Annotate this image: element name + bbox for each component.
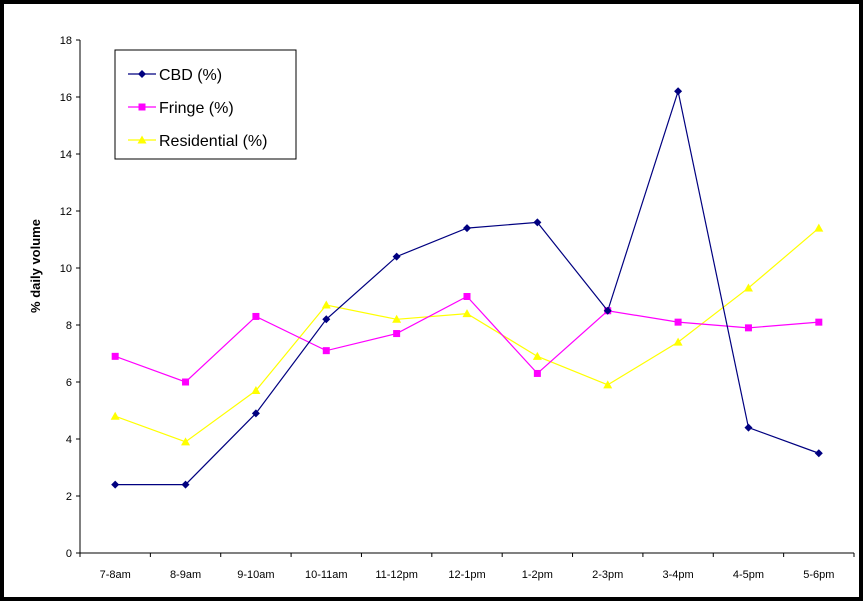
legend-marker-cbd (138, 70, 146, 78)
x-tick-label: 5-6pm (803, 569, 834, 581)
series-cbd (111, 87, 823, 489)
data-point-fringe (393, 330, 401, 338)
data-point-fringe (322, 347, 330, 355)
x-tick-label: 1-2pm (522, 569, 553, 581)
series-fringe (111, 293, 823, 386)
line-chart: 0 2 4 6 8 10 12 14 16 18 7-8am 8-9am 9-10am 10-11am 1… (28, 35, 855, 581)
series-layer (110, 87, 824, 489)
series-residential (110, 223, 824, 446)
y-tick-label: 8 (66, 320, 72, 332)
legend-item-fringe: Fringe (%) (128, 100, 234, 117)
y-tick-label: 4 (66, 434, 72, 446)
data-point-cbd (744, 423, 753, 432)
data-point-fringe (463, 293, 471, 300)
data-point-fringe (182, 378, 190, 386)
data-point-fringe (252, 312, 260, 320)
data-point-residential (462, 309, 472, 318)
x-tick-label: 9-10am (237, 569, 274, 581)
data-point-cbd (111, 480, 120, 489)
legend-label-residential: Residential (%) (159, 133, 267, 150)
data-point-cbd (533, 218, 542, 227)
data-point-cbd (392, 252, 401, 261)
legend-item-residential: Residential (%) (128, 133, 267, 150)
data-point-residential (392, 314, 402, 323)
data-point-cbd (322, 315, 331, 324)
axes (79, 40, 854, 554)
y-tick-label: 14 (60, 149, 72, 161)
y-tick-label: 6 (66, 377, 72, 389)
data-point-residential (814, 223, 824, 232)
legend-label-fringe: Fringe (%) (159, 100, 234, 117)
data-point-fringe (533, 369, 541, 377)
x-tick-label: 10-11am (305, 569, 348, 581)
legend: CBD (%) Fringe (%) Residential (%) (114, 49, 297, 160)
y-tick-label: 10 (60, 263, 72, 275)
legend-marker-fringe (138, 103, 146, 111)
data-point-cbd (814, 449, 823, 458)
y-tick-label: 18 (60, 35, 72, 47)
data-point-residential (532, 351, 542, 360)
x-tick-label: 2-3pm (592, 569, 623, 581)
data-point-residential (673, 337, 683, 346)
x-tick-label: 8-9am (170, 569, 201, 581)
x-tick-label: 11-12pm (375, 569, 418, 581)
data-point-residential (321, 300, 331, 309)
x-tick-label: 4-5pm (733, 569, 764, 581)
x-tick-label: 3-4pm (662, 569, 693, 581)
x-tick-label: 12-1pm (448, 569, 485, 581)
y-tick-label: 12 (60, 206, 72, 218)
data-point-fringe (111, 352, 119, 360)
y-tick-label: 16 (60, 92, 72, 104)
data-point-fringe (744, 324, 752, 332)
data-point-residential (110, 411, 120, 420)
data-point-cbd (463, 224, 471, 233)
data-point-residential (181, 437, 191, 446)
legend-marker-residential (137, 135, 147, 144)
y-axis-label: % daily volume (28, 219, 43, 313)
data-point-cbd (181, 480, 190, 489)
y-tick-label: 2 (66, 491, 72, 503)
data-point-residential (603, 380, 613, 389)
data-point-cbd (674, 87, 683, 96)
y-axis-ticks: 0 2 4 6 8 10 12 14 16 18 (60, 35, 80, 560)
data-point-cbd (251, 409, 260, 418)
legend-item-cbd: CBD (%) (128, 67, 222, 84)
data-point-residential (743, 283, 753, 292)
legend-label-cbd: CBD (%) (159, 67, 222, 84)
x-axis-ticks: 7-8am 8-9am 9-10am 10-11am 11-12pm 12-1pm 1-2p… (79, 553, 855, 581)
y-tick-label: 0 (66, 548, 72, 560)
data-point-fringe (815, 318, 823, 326)
data-point-residential (251, 386, 261, 395)
x-tick-label: 7-8am (100, 569, 131, 581)
data-point-cbd (603, 306, 612, 315)
data-point-fringe (674, 318, 682, 326)
